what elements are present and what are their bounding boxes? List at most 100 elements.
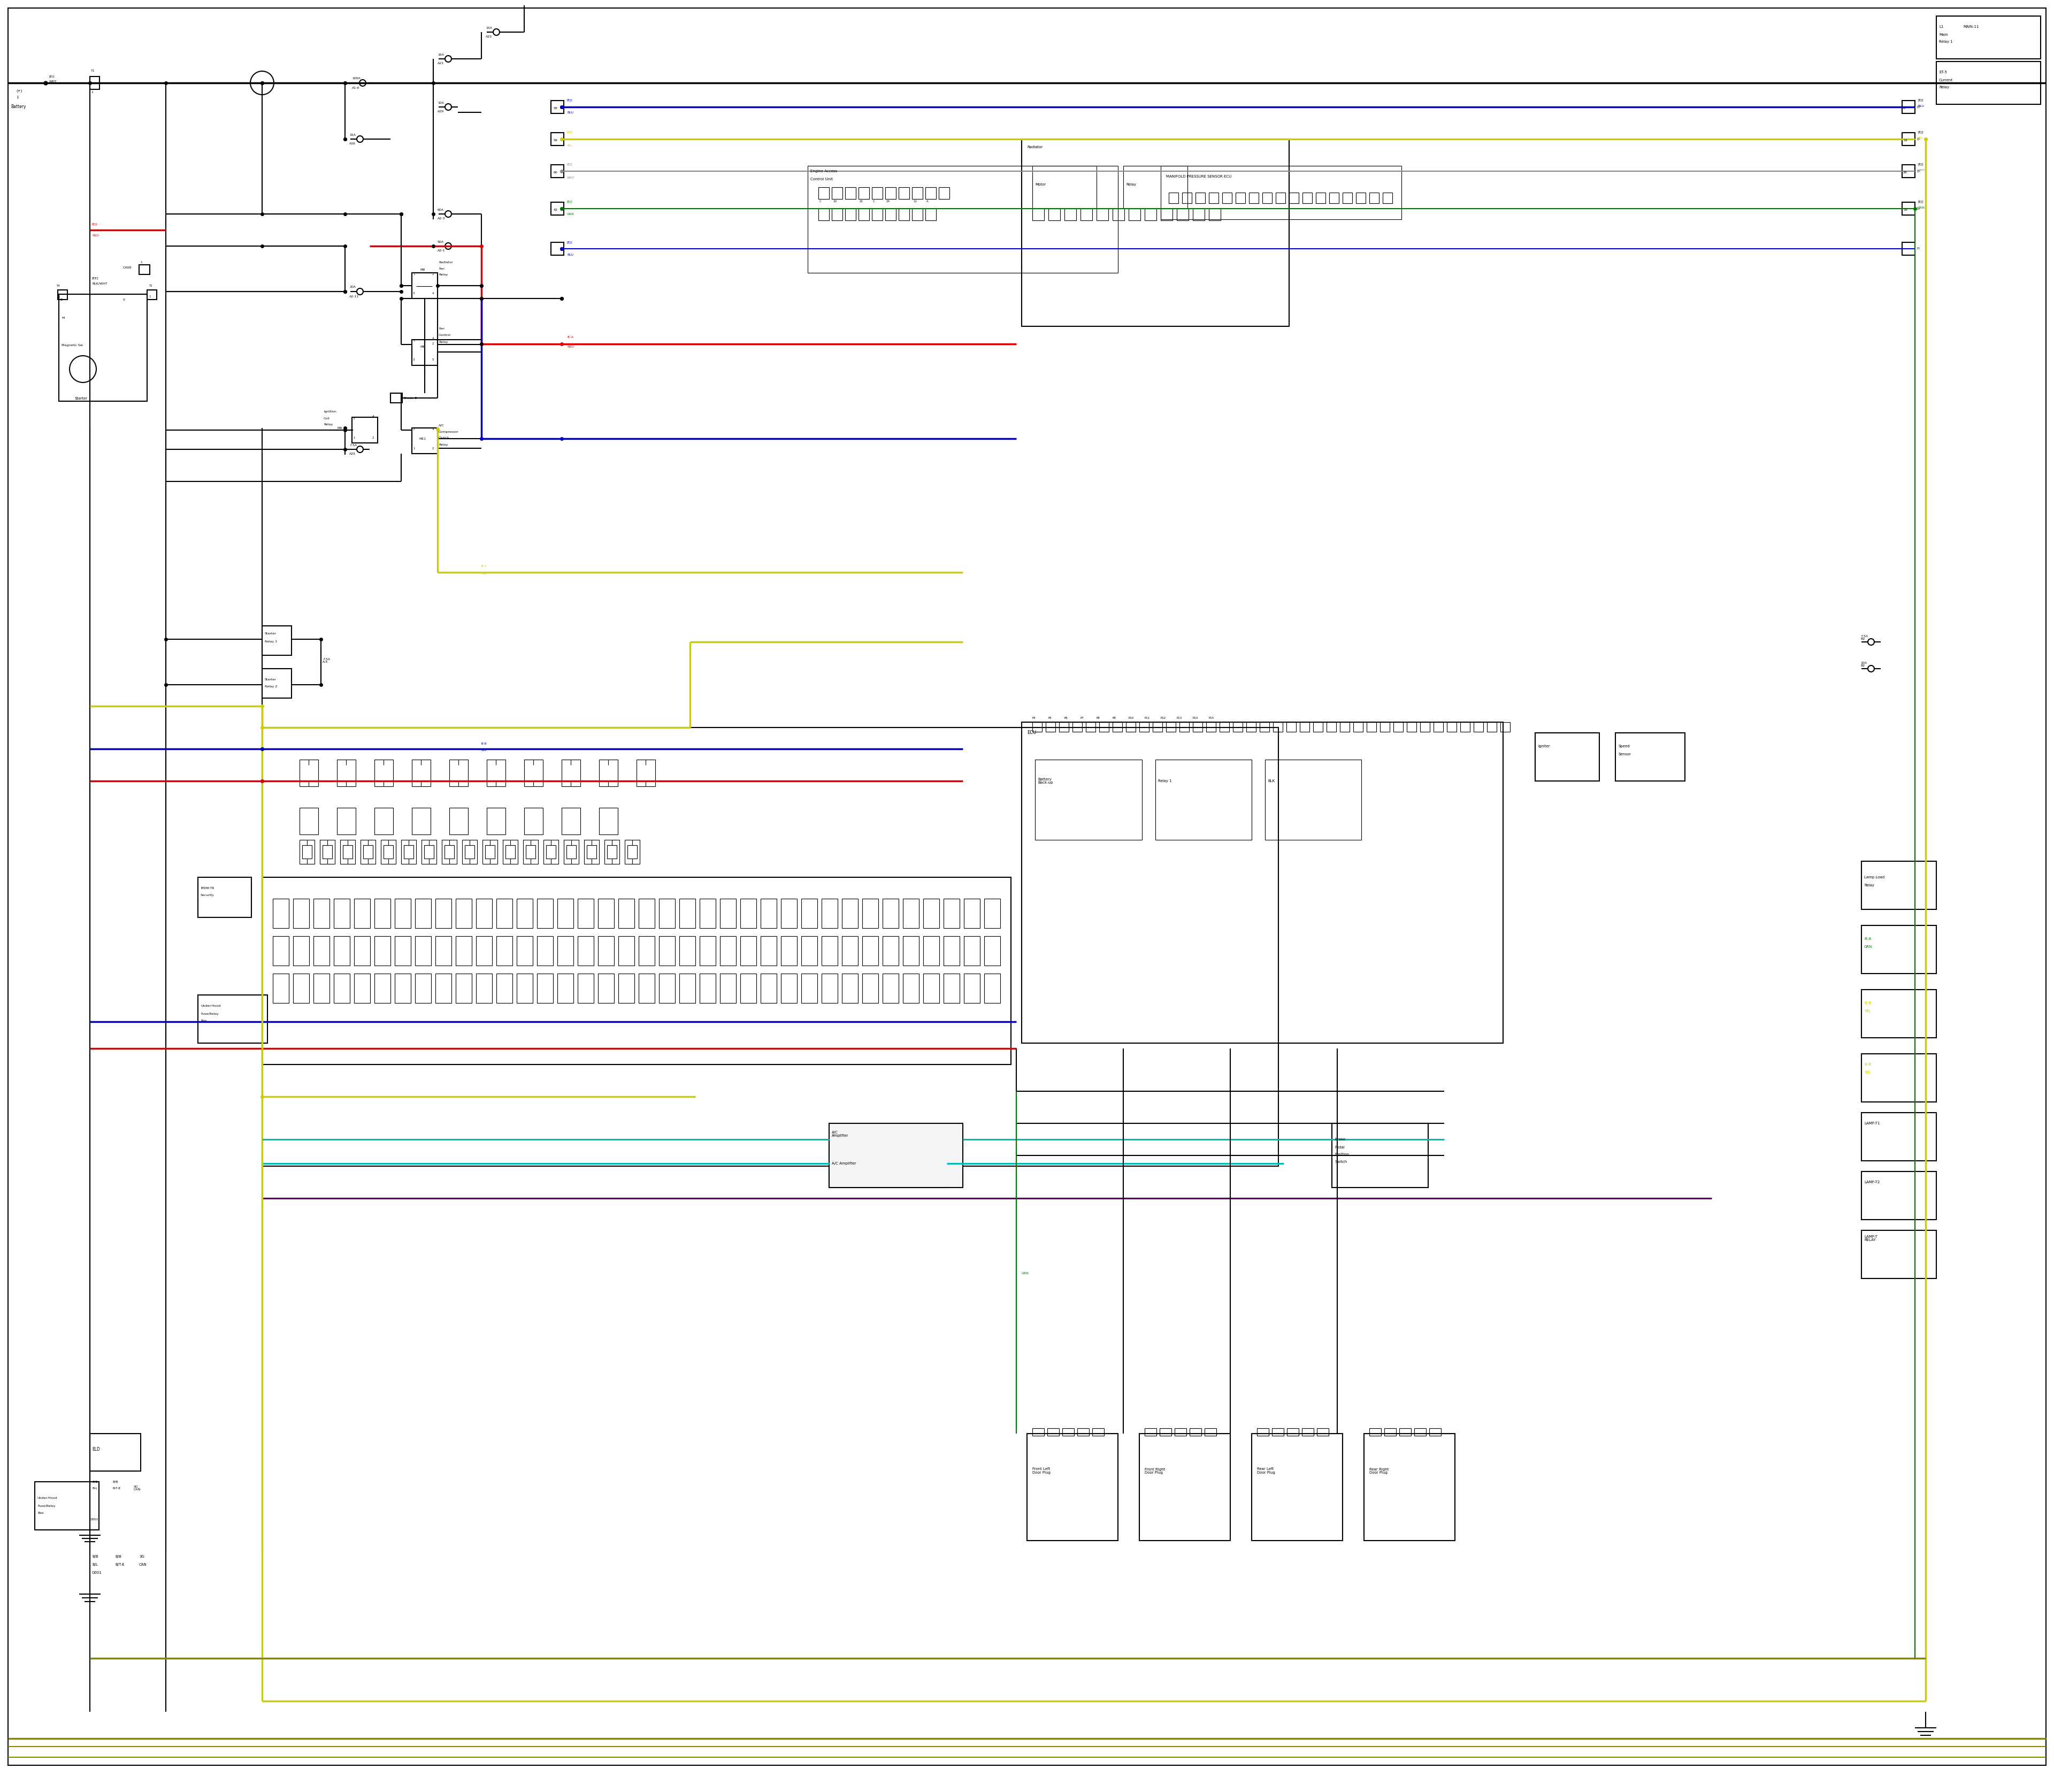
Text: T4: T4 xyxy=(55,285,60,287)
Bar xyxy=(1257,1428,1269,1435)
Bar xyxy=(374,973,390,1004)
Text: Radiator: Radiator xyxy=(1027,145,1043,149)
Text: Engine Access: Engine Access xyxy=(811,170,838,172)
Bar xyxy=(1021,140,1290,326)
Bar xyxy=(760,973,776,1004)
Bar xyxy=(487,760,505,787)
Bar xyxy=(801,898,817,928)
Bar xyxy=(333,973,349,1004)
Bar xyxy=(1220,722,1228,731)
Bar xyxy=(1093,1428,1105,1435)
Bar xyxy=(333,935,349,966)
Bar xyxy=(1415,1428,1425,1435)
Text: P14: P14 xyxy=(1193,717,1197,720)
Text: Battery: Battery xyxy=(10,104,27,109)
Bar xyxy=(294,898,310,928)
Text: 8: 8 xyxy=(1904,108,1906,109)
Bar xyxy=(263,878,1011,1064)
Bar xyxy=(600,760,618,787)
Bar xyxy=(294,935,310,966)
Text: RED: RED xyxy=(567,346,573,348)
Text: MAIN-11: MAIN-11 xyxy=(1964,25,1978,29)
Text: [EJ]: [EJ] xyxy=(1918,99,1923,102)
Text: Fuse/Relay: Fuse/Relay xyxy=(37,1505,55,1507)
Text: Relay 2: Relay 2 xyxy=(265,686,277,688)
Text: 15A: 15A xyxy=(485,27,493,29)
Bar xyxy=(963,935,980,966)
Text: M: M xyxy=(62,317,64,319)
Text: D: D xyxy=(1916,247,1918,251)
Text: [EJ]: [EJ] xyxy=(567,99,573,102)
Bar xyxy=(413,272,438,299)
Text: Diode B: Diode B xyxy=(405,396,417,400)
Bar xyxy=(413,428,438,453)
Bar xyxy=(197,995,267,1043)
Bar xyxy=(450,760,468,787)
Bar xyxy=(518,935,532,966)
Bar xyxy=(1902,165,1914,177)
Bar xyxy=(435,898,452,928)
Bar xyxy=(1434,722,1444,731)
Bar xyxy=(1861,925,1937,973)
Bar xyxy=(822,973,838,1004)
Text: A16: A16 xyxy=(349,143,355,145)
Bar xyxy=(700,973,715,1004)
Bar xyxy=(557,898,573,928)
Bar xyxy=(544,840,559,864)
Text: [EJ]: [EJ] xyxy=(567,131,573,134)
Text: RED: RED xyxy=(92,235,99,237)
Bar xyxy=(353,973,370,1004)
Bar xyxy=(1419,722,1430,731)
Bar xyxy=(842,935,859,966)
Bar xyxy=(536,935,553,966)
Text: Front Left
Door Plug: Front Left Door Plug xyxy=(1033,1468,1050,1475)
Bar xyxy=(524,760,542,787)
Text: P10: P10 xyxy=(1128,717,1134,720)
Text: BLK: BLK xyxy=(1267,780,1276,783)
Bar xyxy=(1072,722,1082,731)
Bar xyxy=(1614,733,1684,781)
Bar xyxy=(659,935,676,966)
Text: 42: 42 xyxy=(555,208,559,211)
Text: [EJ]: [EJ] xyxy=(567,163,573,167)
Bar xyxy=(90,1434,140,1471)
Text: Sensor: Sensor xyxy=(1619,753,1631,756)
Text: Ignition: Ignition xyxy=(325,410,337,414)
Bar xyxy=(1302,192,1313,202)
Bar xyxy=(364,846,374,858)
Text: Starter: Starter xyxy=(265,677,277,681)
Text: B-T-E: B-T-E xyxy=(113,1487,121,1489)
Bar xyxy=(1499,722,1510,731)
Bar xyxy=(322,846,333,858)
Bar xyxy=(844,186,857,199)
Text: BLU: BLU xyxy=(567,254,573,256)
Bar xyxy=(1193,208,1204,220)
Bar xyxy=(984,935,1000,966)
Bar xyxy=(294,973,310,1004)
Text: [EJ]: [EJ] xyxy=(1918,163,1923,167)
Text: 22: 22 xyxy=(859,201,863,202)
Text: M8: M8 xyxy=(421,346,425,348)
Bar xyxy=(90,77,99,90)
Bar xyxy=(939,186,949,199)
Text: M11: M11 xyxy=(419,437,425,441)
Bar xyxy=(550,165,563,177)
Bar xyxy=(524,840,538,864)
Bar xyxy=(1370,1428,1380,1435)
Bar xyxy=(760,935,776,966)
Bar xyxy=(60,294,148,401)
Bar xyxy=(1048,1428,1060,1435)
Text: Battery
Back-up: Battery Back-up xyxy=(1037,778,1054,785)
Bar xyxy=(1370,192,1378,202)
Bar xyxy=(1339,722,1349,731)
Text: WHT: WHT xyxy=(1918,168,1925,172)
Bar xyxy=(337,760,355,787)
Text: A/C Amplifier: A/C Amplifier xyxy=(832,1161,857,1165)
Bar xyxy=(904,973,918,1004)
Text: 1: 1 xyxy=(90,91,92,93)
Text: Control Unit: Control Unit xyxy=(811,177,832,181)
Bar xyxy=(413,808,431,835)
Bar xyxy=(598,935,614,966)
Text: P7: P7 xyxy=(1080,717,1085,720)
Bar xyxy=(1861,1231,1937,1278)
